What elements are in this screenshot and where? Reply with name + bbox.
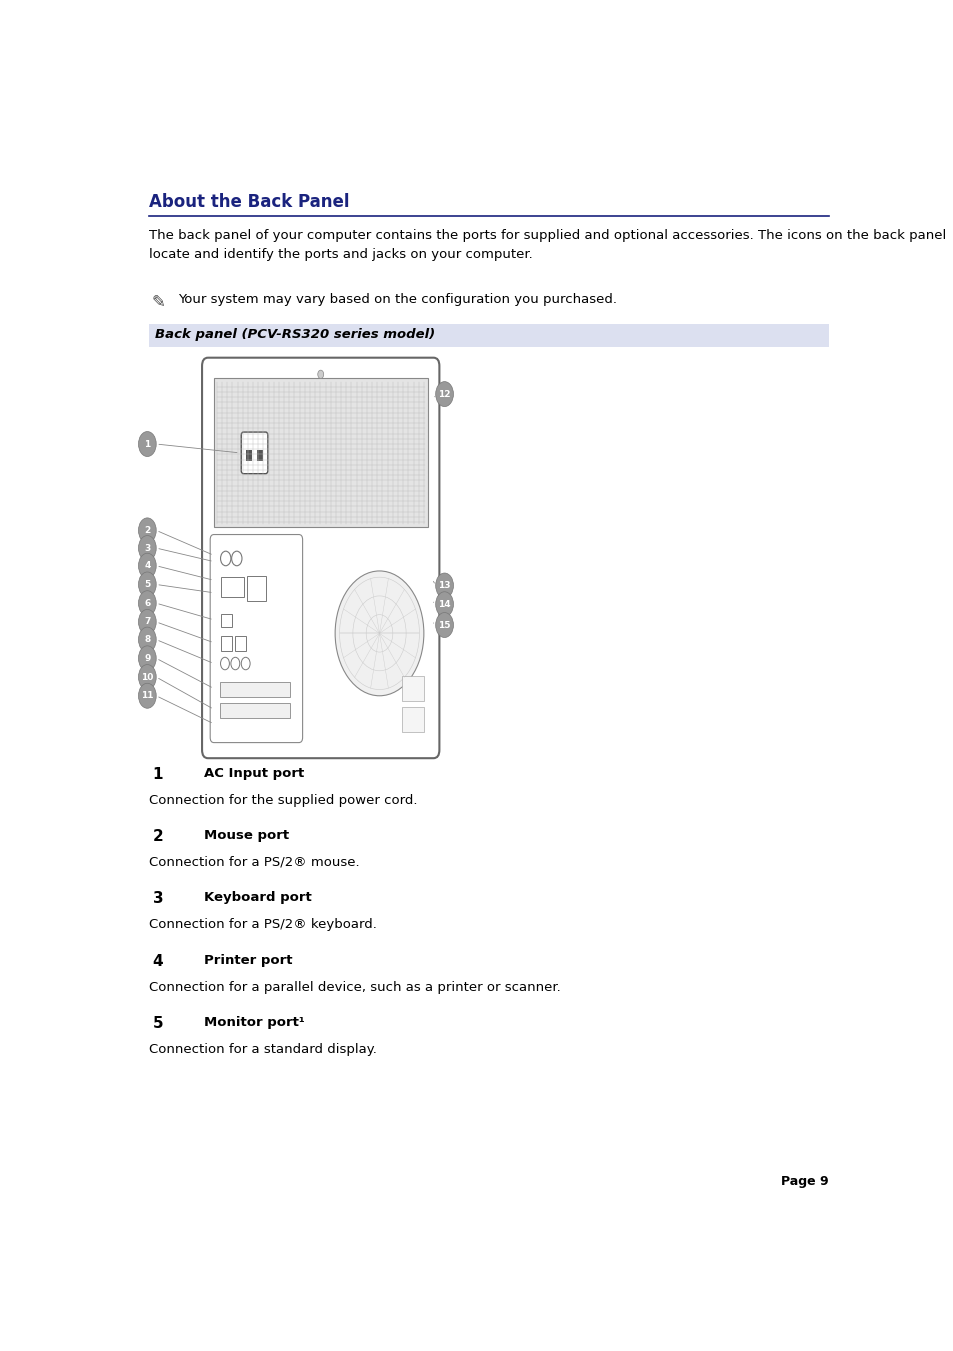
Text: Printer port: Printer port bbox=[204, 954, 293, 967]
Circle shape bbox=[232, 551, 242, 566]
Text: Connection for a PS/2® keyboard.: Connection for a PS/2® keyboard. bbox=[149, 919, 376, 931]
FancyBboxPatch shape bbox=[202, 358, 439, 758]
FancyBboxPatch shape bbox=[220, 577, 244, 597]
Text: 13: 13 bbox=[437, 581, 451, 590]
FancyBboxPatch shape bbox=[220, 613, 233, 627]
FancyBboxPatch shape bbox=[220, 636, 233, 651]
Circle shape bbox=[436, 573, 453, 598]
Circle shape bbox=[138, 554, 156, 578]
Text: Mouse port: Mouse port bbox=[204, 830, 289, 842]
Circle shape bbox=[138, 609, 156, 635]
Text: 14: 14 bbox=[437, 600, 451, 609]
Circle shape bbox=[138, 535, 156, 561]
Text: AC Input port: AC Input port bbox=[204, 766, 304, 780]
Circle shape bbox=[231, 658, 239, 670]
FancyBboxPatch shape bbox=[219, 703, 290, 717]
Text: 4: 4 bbox=[144, 561, 151, 570]
Circle shape bbox=[138, 646, 156, 671]
FancyBboxPatch shape bbox=[241, 432, 268, 474]
Circle shape bbox=[220, 658, 229, 670]
Text: ✎: ✎ bbox=[152, 293, 166, 311]
Text: Page 9: Page 9 bbox=[781, 1175, 828, 1188]
Text: 15: 15 bbox=[437, 620, 451, 630]
Text: 8: 8 bbox=[144, 635, 151, 644]
Text: 1: 1 bbox=[144, 439, 151, 449]
Circle shape bbox=[138, 571, 156, 597]
FancyBboxPatch shape bbox=[149, 324, 828, 347]
Circle shape bbox=[138, 431, 156, 457]
FancyBboxPatch shape bbox=[213, 378, 427, 527]
Text: 7: 7 bbox=[144, 617, 151, 627]
Circle shape bbox=[317, 370, 323, 378]
Text: Connection for a standard display.: Connection for a standard display. bbox=[149, 1043, 376, 1056]
Circle shape bbox=[138, 517, 156, 543]
Text: 9: 9 bbox=[144, 654, 151, 663]
Circle shape bbox=[138, 665, 156, 689]
FancyBboxPatch shape bbox=[234, 636, 246, 651]
Circle shape bbox=[335, 571, 423, 696]
Circle shape bbox=[138, 627, 156, 653]
Text: Connection for the supplied power cord.: Connection for the supplied power cord. bbox=[149, 793, 416, 807]
Circle shape bbox=[241, 658, 250, 670]
FancyBboxPatch shape bbox=[210, 535, 302, 743]
FancyBboxPatch shape bbox=[247, 576, 266, 601]
Text: The back panel of your computer contains the ports for supplied and optional acc: The back panel of your computer contains… bbox=[149, 228, 945, 261]
Text: 2: 2 bbox=[152, 830, 163, 844]
Text: Keyboard port: Keyboard port bbox=[204, 892, 312, 904]
FancyBboxPatch shape bbox=[246, 450, 252, 461]
Circle shape bbox=[138, 684, 156, 708]
Text: 5: 5 bbox=[152, 1016, 163, 1031]
Circle shape bbox=[436, 612, 453, 638]
Text: 2: 2 bbox=[144, 526, 151, 535]
Text: 4: 4 bbox=[152, 954, 163, 969]
Text: 5: 5 bbox=[144, 580, 151, 589]
Circle shape bbox=[436, 381, 453, 407]
Text: Connection for a PS/2® mouse.: Connection for a PS/2® mouse. bbox=[149, 857, 359, 869]
FancyBboxPatch shape bbox=[219, 682, 290, 697]
Text: Your system may vary based on the configuration you purchased.: Your system may vary based on the config… bbox=[178, 293, 617, 307]
FancyBboxPatch shape bbox=[401, 707, 423, 732]
Text: Connection for a parallel device, such as a printer or scanner.: Connection for a parallel device, such a… bbox=[149, 981, 560, 994]
Text: 11: 11 bbox=[141, 692, 153, 700]
Circle shape bbox=[138, 590, 156, 616]
Text: Monitor port¹: Monitor port¹ bbox=[204, 1016, 305, 1029]
Text: 6: 6 bbox=[144, 598, 151, 608]
Text: 10: 10 bbox=[141, 673, 153, 681]
Text: Back panel (PCV-RS320 series model): Back panel (PCV-RS320 series model) bbox=[154, 327, 435, 340]
FancyBboxPatch shape bbox=[256, 450, 263, 461]
Text: 3: 3 bbox=[144, 543, 151, 553]
Text: 12: 12 bbox=[437, 389, 451, 399]
Circle shape bbox=[436, 592, 453, 616]
Text: 3: 3 bbox=[152, 892, 163, 907]
Text: About the Back Panel: About the Back Panel bbox=[149, 193, 349, 211]
FancyBboxPatch shape bbox=[401, 676, 423, 701]
Text: 1: 1 bbox=[152, 766, 163, 781]
Circle shape bbox=[220, 551, 231, 566]
